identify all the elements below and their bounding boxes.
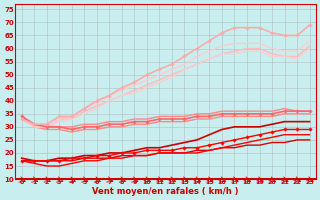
X-axis label: Vent moyen/en rafales ( km/h ): Vent moyen/en rafales ( km/h ) — [92, 187, 239, 196]
